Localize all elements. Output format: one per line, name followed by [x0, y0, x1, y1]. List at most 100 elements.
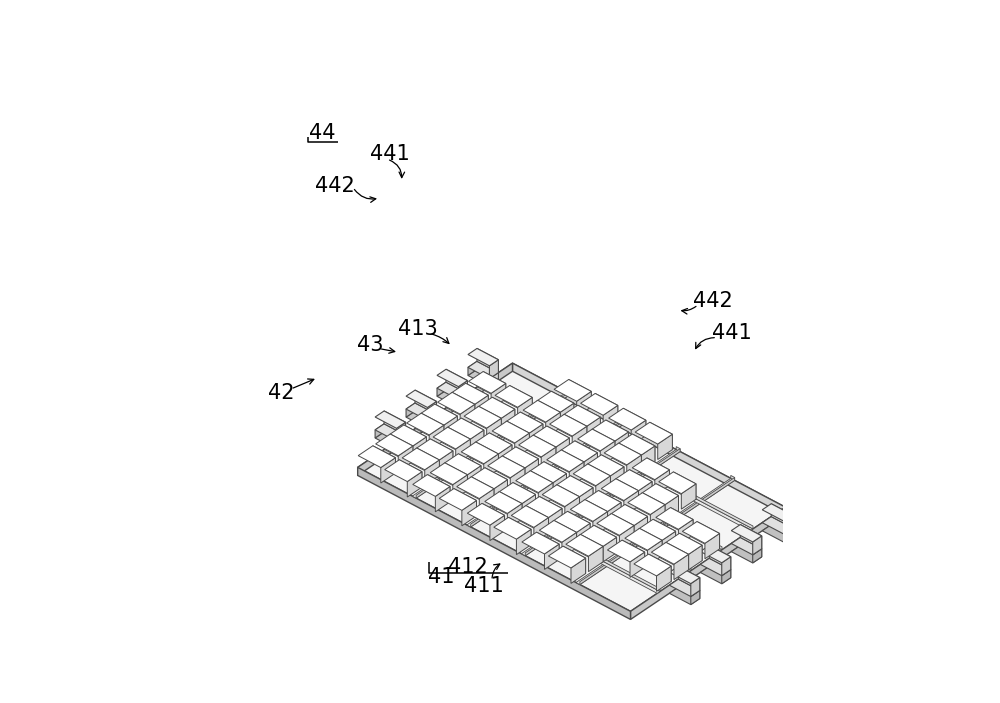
Polygon shape	[563, 546, 586, 574]
Polygon shape	[468, 369, 498, 387]
Polygon shape	[585, 500, 608, 527]
Polygon shape	[437, 390, 467, 408]
Polygon shape	[507, 421, 529, 449]
Polygon shape	[579, 525, 617, 547]
Polygon shape	[658, 434, 672, 460]
Polygon shape	[521, 449, 680, 556]
Polygon shape	[478, 397, 515, 419]
Polygon shape	[412, 437, 426, 462]
Polygon shape	[682, 522, 720, 543]
Polygon shape	[628, 493, 665, 515]
Polygon shape	[516, 529, 531, 555]
Polygon shape	[479, 406, 501, 434]
Polygon shape	[448, 427, 470, 455]
Polygon shape	[449, 403, 722, 550]
Polygon shape	[592, 429, 615, 456]
Polygon shape	[489, 433, 512, 460]
Polygon shape	[656, 484, 679, 511]
Polygon shape	[477, 385, 753, 531]
Polygon shape	[622, 540, 645, 567]
Polygon shape	[657, 566, 671, 591]
Polygon shape	[557, 485, 579, 512]
Polygon shape	[563, 405, 600, 427]
Polygon shape	[420, 404, 457, 426]
Polygon shape	[475, 433, 512, 455]
Polygon shape	[495, 385, 532, 407]
Polygon shape	[492, 421, 529, 443]
Polygon shape	[443, 416, 457, 441]
Polygon shape	[569, 380, 591, 407]
Polygon shape	[649, 554, 671, 581]
Polygon shape	[596, 476, 610, 501]
Polygon shape	[471, 420, 626, 527]
Polygon shape	[753, 536, 762, 555]
Polygon shape	[525, 496, 562, 518]
Polygon shape	[762, 504, 793, 521]
Polygon shape	[771, 504, 793, 528]
Polygon shape	[445, 463, 467, 490]
Polygon shape	[653, 520, 676, 547]
Polygon shape	[476, 442, 498, 470]
Polygon shape	[664, 496, 679, 521]
Polygon shape	[547, 450, 584, 472]
Polygon shape	[490, 515, 505, 541]
Text: 411: 411	[464, 576, 504, 596]
Polygon shape	[406, 411, 437, 428]
Polygon shape	[417, 448, 439, 475]
Polygon shape	[552, 474, 566, 499]
Polygon shape	[638, 520, 676, 541]
Polygon shape	[609, 467, 624, 492]
Polygon shape	[466, 465, 481, 491]
Polygon shape	[784, 528, 793, 542]
Polygon shape	[537, 392, 574, 413]
Polygon shape	[687, 546, 702, 571]
Polygon shape	[700, 558, 731, 576]
Polygon shape	[519, 435, 556, 457]
Polygon shape	[569, 462, 584, 487]
Polygon shape	[464, 406, 501, 428]
Polygon shape	[580, 534, 603, 562]
Polygon shape	[358, 363, 512, 475]
Polygon shape	[669, 579, 700, 597]
Polygon shape	[656, 508, 693, 529]
Polygon shape	[705, 534, 720, 559]
Polygon shape	[446, 369, 467, 394]
Polygon shape	[437, 382, 446, 396]
Polygon shape	[619, 526, 634, 551]
Polygon shape	[762, 524, 793, 542]
Polygon shape	[647, 458, 669, 485]
Polygon shape	[358, 363, 785, 612]
Polygon shape	[615, 470, 652, 491]
Polygon shape	[573, 464, 610, 486]
Polygon shape	[676, 446, 680, 451]
Polygon shape	[474, 395, 488, 420]
Polygon shape	[544, 544, 559, 569]
Polygon shape	[461, 418, 484, 446]
Polygon shape	[588, 546, 603, 572]
Polygon shape	[588, 464, 610, 491]
Polygon shape	[578, 405, 600, 432]
Polygon shape	[501, 447, 538, 469]
Polygon shape	[471, 477, 494, 504]
Text: 442: 442	[693, 291, 733, 311]
Polygon shape	[530, 471, 553, 498]
Polygon shape	[470, 467, 507, 489]
Text: 442: 442	[315, 176, 355, 196]
Polygon shape	[520, 412, 543, 439]
Polygon shape	[513, 482, 536, 510]
Polygon shape	[507, 503, 522, 529]
Polygon shape	[567, 389, 571, 394]
Polygon shape	[553, 511, 590, 533]
Polygon shape	[629, 470, 652, 497]
Polygon shape	[580, 477, 735, 585]
Polygon shape	[433, 427, 470, 449]
Polygon shape	[691, 578, 700, 597]
Polygon shape	[407, 472, 422, 497]
Polygon shape	[600, 441, 615, 466]
Polygon shape	[376, 434, 413, 456]
Polygon shape	[632, 434, 655, 461]
Polygon shape	[670, 508, 693, 535]
Polygon shape	[560, 441, 597, 463]
Polygon shape	[674, 554, 689, 579]
Polygon shape	[665, 534, 702, 555]
